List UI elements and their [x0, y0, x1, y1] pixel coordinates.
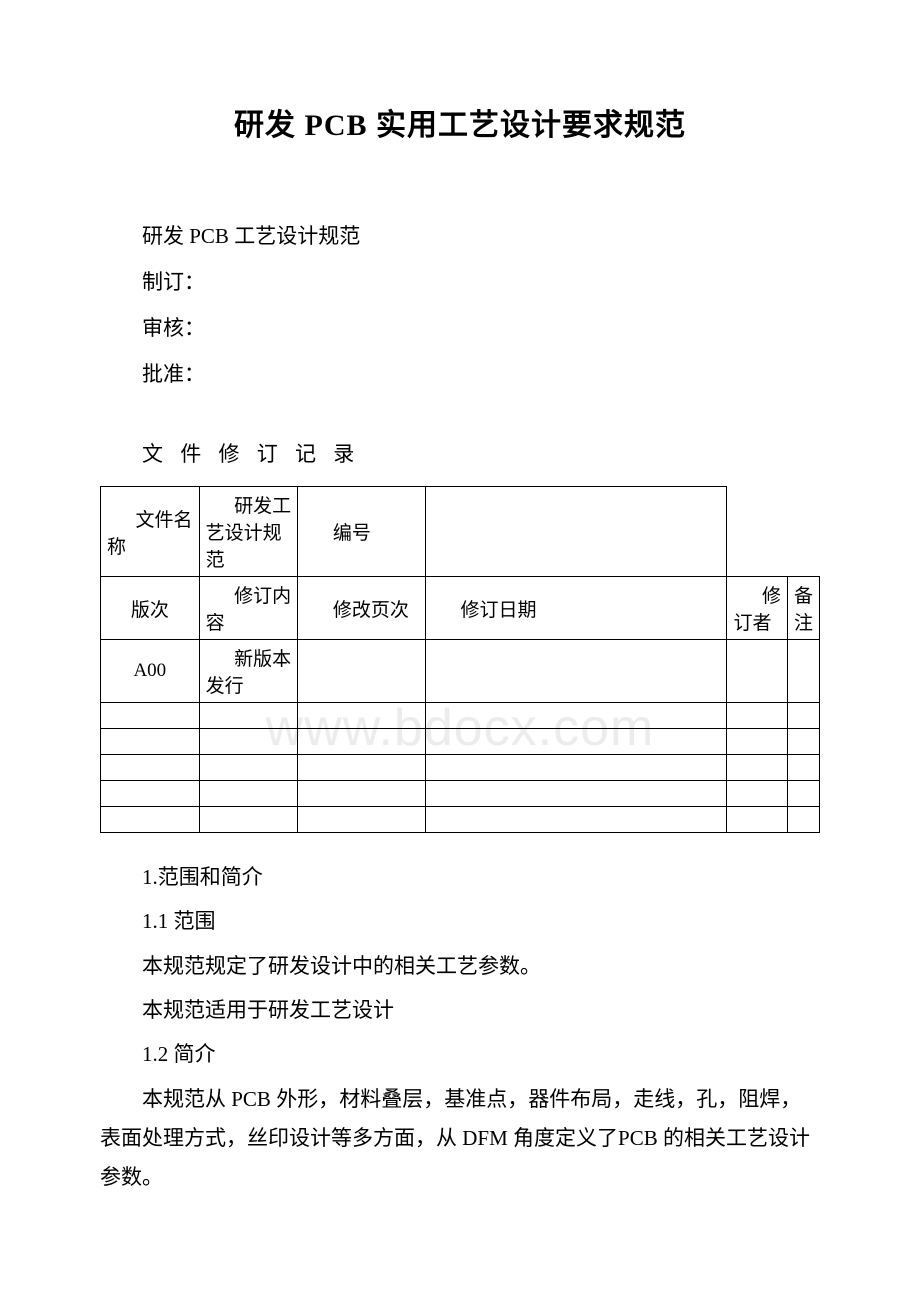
para-1-1-1: 本规范规定了研发设计中的相关工艺参数。: [100, 944, 820, 988]
cell-file-name-value: 研发工艺设计规范: [199, 487, 298, 577]
table-row: 版次 修订内容 修改页次 修订日期 修订者 备注: [101, 577, 820, 640]
cell-empty: [199, 703, 298, 729]
cell-empty: [298, 755, 426, 781]
meta-author: 制订：: [100, 260, 820, 304]
cell-empty: [425, 729, 727, 755]
table-row: 文件名称 研发工艺设计规范 编号: [101, 487, 820, 577]
cell-empty: [101, 729, 200, 755]
header-date: 修订日期: [425, 577, 727, 640]
header-reviser: 修订者: [727, 577, 788, 640]
table-row: [101, 807, 820, 833]
cell-change: 新版本发行: [199, 640, 298, 703]
cell-empty: [199, 781, 298, 807]
cell-empty: [727, 781, 788, 807]
cell-empty: [199, 807, 298, 833]
section-1-2: 1.2 简介: [100, 1032, 820, 1076]
cell-empty: [425, 807, 727, 833]
section-1: 1.范围和简介: [100, 855, 820, 899]
cell-number-value: [425, 487, 727, 577]
table-row: [101, 781, 820, 807]
revision-heading: 文 件 修 订 记 录: [100, 438, 820, 468]
cell-empty: [425, 640, 727, 703]
table-row: [101, 703, 820, 729]
cell-empty: [787, 781, 819, 807]
cell-empty: [727, 755, 788, 781]
cell-empty: [298, 781, 426, 807]
table-row: [101, 755, 820, 781]
cell-empty: [727, 729, 788, 755]
header-version: 版次: [101, 577, 200, 640]
document-content: 研发 PCB 实用工艺设计要求规范 研发 PCB 工艺设计规范 制订： 审核： …: [100, 100, 820, 1196]
cell-empty: [298, 703, 426, 729]
cell-empty: [787, 703, 819, 729]
table-row: [101, 729, 820, 755]
meta-approver: 批准：: [100, 352, 820, 396]
cell-empty: [787, 755, 819, 781]
meta-subtitle: 研发 PCB 工艺设计规范: [100, 214, 820, 258]
cell-empty: [199, 729, 298, 755]
cell-empty: [787, 729, 819, 755]
para-1-2-1: 本规范从 PCB 外形，材料叠层，基准点，器件布局，走线，孔，阻焊，表面处理方式…: [100, 1080, 820, 1197]
header-remark: 备注: [787, 577, 819, 640]
cell-empty: [425, 703, 727, 729]
para-1-1-2: 本规范适用于研发工艺设计: [100, 988, 820, 1032]
cell-empty: [199, 755, 298, 781]
cell-empty: [101, 807, 200, 833]
cell-empty: [298, 729, 426, 755]
cell-number-label: 编号: [298, 487, 426, 577]
cell-empty: [727, 640, 788, 703]
header-content: 修订内容: [199, 577, 298, 640]
cell-file-name-label: 文件名称: [101, 487, 200, 577]
cell-version: A00: [101, 640, 200, 703]
cell-empty: [425, 755, 727, 781]
cell-empty: [101, 781, 200, 807]
header-page: 修改页次: [298, 577, 426, 640]
cell-empty: [727, 807, 788, 833]
meta-reviewer: 审核：: [100, 306, 820, 350]
cell-empty: [727, 703, 788, 729]
cell-empty: [298, 640, 426, 703]
section-1-1: 1.1 范围: [100, 899, 820, 943]
cell-empty: [425, 781, 727, 807]
document-title: 研发 PCB 实用工艺设计要求规范: [100, 100, 820, 144]
cell-empty: [101, 755, 200, 781]
cell-empty: [298, 807, 426, 833]
cell-empty: [101, 703, 200, 729]
cell-empty: [787, 640, 819, 703]
table-row: A00 新版本发行: [101, 640, 820, 703]
revision-table: 文件名称 研发工艺设计规范 编号 版次 修订内容 修改页次 修订日期 修订者 备…: [100, 486, 820, 833]
cell-empty: [787, 807, 819, 833]
